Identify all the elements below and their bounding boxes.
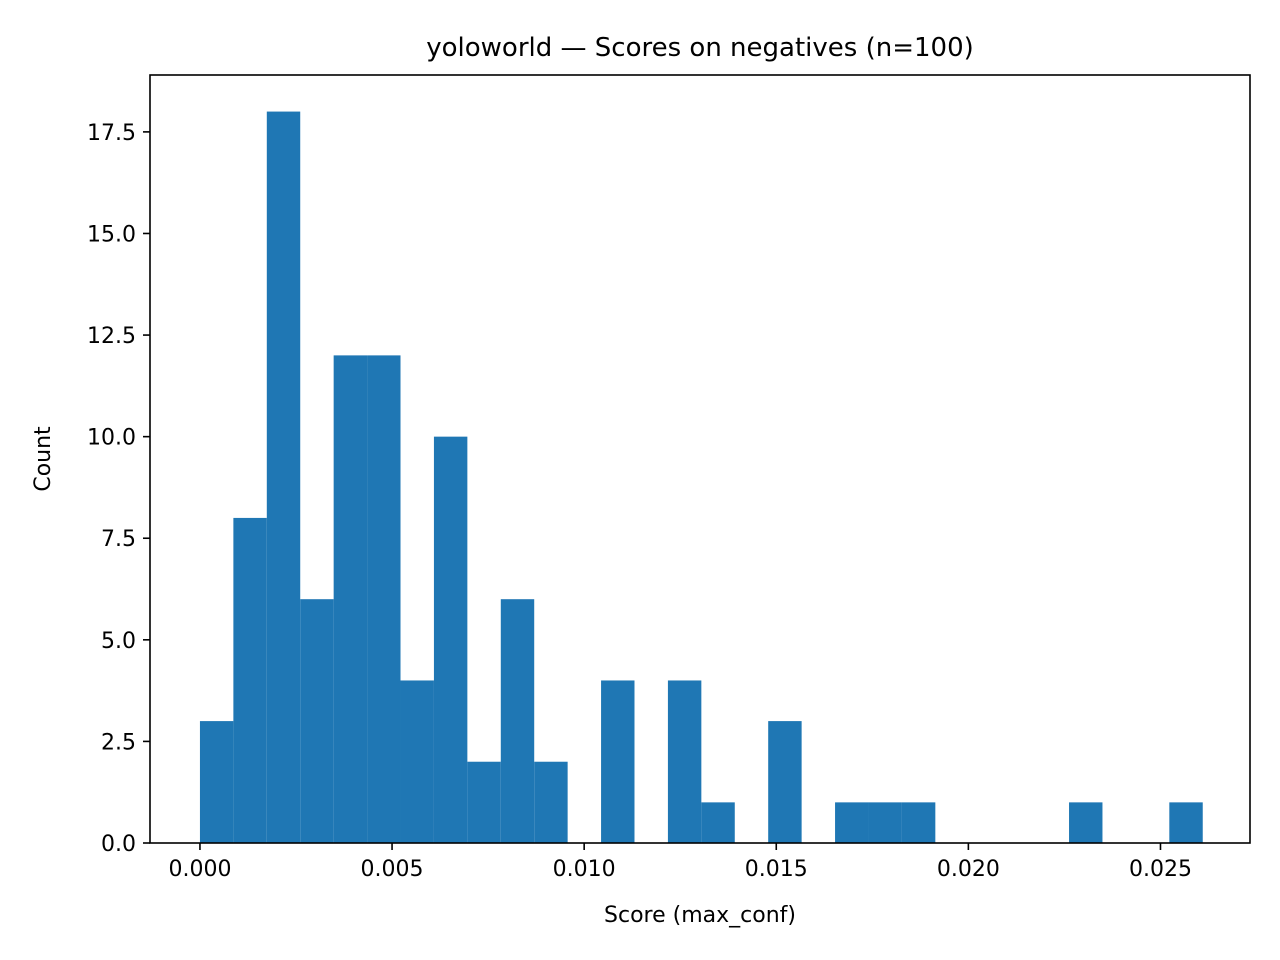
- histogram-bar-29: [1169, 802, 1203, 843]
- bars-group: [199, 111, 1203, 844]
- histogram-bar-10: [534, 761, 568, 843]
- histogram-bar-19: [835, 802, 869, 843]
- y-tick-label-0: 0.0: [101, 832, 136, 857]
- histogram-bar-4: [333, 355, 368, 843]
- histogram-bar-1: [233, 517, 267, 843]
- y-tick-label-5: 12.5: [87, 324, 136, 349]
- histogram-bar-9: [500, 599, 535, 843]
- histogram-bar-5: [367, 355, 401, 843]
- histogram-bar-14: [667, 680, 702, 843]
- histogram-bar-3: [300, 599, 334, 843]
- x-axis: 0.000 0.005 0.010 0.015 0.020 0.025: [168, 843, 1192, 882]
- x-tick-label-0: 0.000: [168, 857, 231, 882]
- y-tick-label-4: 10.0: [87, 426, 136, 451]
- y-tick-label-6: 15.0: [87, 222, 136, 247]
- histogram-bar-21: [901, 802, 936, 843]
- histogram-bar-15: [701, 802, 735, 843]
- y-axis-title: Count: [31, 426, 56, 492]
- chart-title: yoloworld — Scores on negatives (n=100): [426, 33, 974, 63]
- y-tick-label-2: 5.0: [101, 629, 136, 654]
- histogram-bar-17: [768, 721, 802, 843]
- y-tick-label-7: 17.5: [87, 121, 136, 146]
- histogram-bar-20: [868, 802, 902, 843]
- x-tick-label-4: 0.020: [937, 857, 1000, 882]
- histogram-bar-7: [433, 436, 468, 843]
- y-axis: 0.0 2.5 5.0 7.5 10.0 12.5 15.0 17.5: [87, 121, 150, 857]
- y-tick-label-1: 2.5: [101, 730, 136, 755]
- histogram-bar-2: [266, 111, 301, 844]
- histogram-bar-8: [467, 761, 501, 843]
- x-tick-label-1: 0.005: [361, 857, 424, 882]
- x-tick-label-3: 0.015: [745, 857, 808, 882]
- histogram-bar-12: [601, 680, 635, 843]
- histogram-bar-26: [1069, 802, 1103, 843]
- plot-frame: [149, 74, 1251, 844]
- x-axis-title: Score (max_conf): [604, 903, 796, 928]
- y-tick-label-3: 7.5: [101, 527, 136, 552]
- x-tick-label-5: 0.025: [1129, 857, 1192, 882]
- x-tick-label-2: 0.010: [553, 857, 616, 882]
- histogram-bar-0: [199, 721, 234, 843]
- histogram-bar-6: [400, 680, 434, 843]
